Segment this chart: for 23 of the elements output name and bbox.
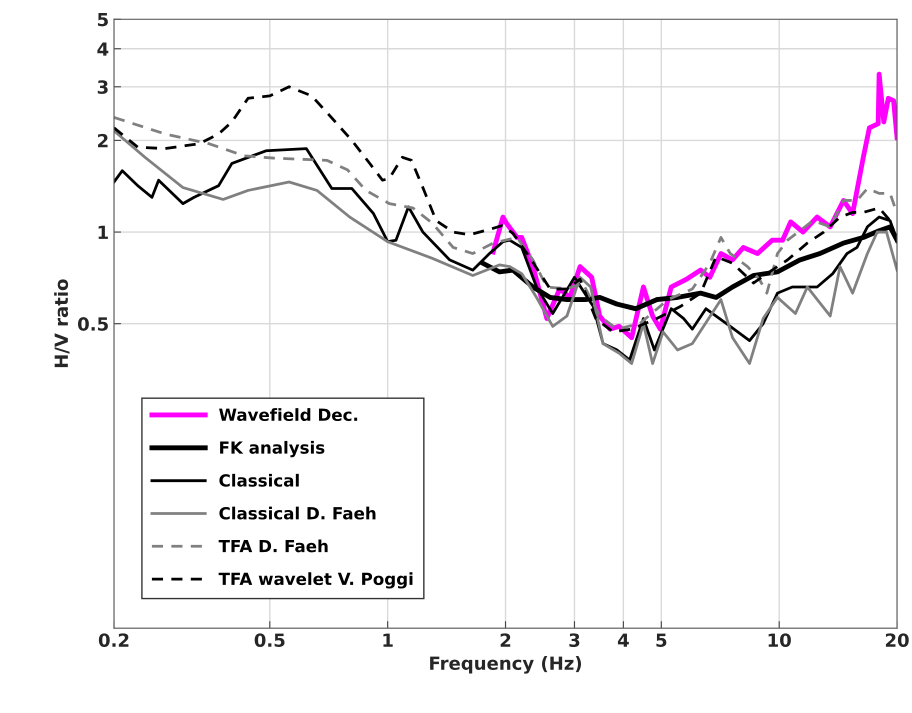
legend-label: TFA D. Faeh	[218, 539, 328, 552]
x-tick-label: 0.2	[98, 633, 128, 647]
y-tick-label: 2	[98, 134, 108, 148]
legend-label: TFA wavelet V. Poggi	[218, 572, 412, 589]
x-axis-title: Frequency (Hz)	[430, 656, 582, 674]
x-tick-label: 4	[618, 634, 629, 647]
y-tick-label: 4	[97, 42, 108, 56]
x-tick-label: 0.5	[254, 633, 285, 647]
legend-label: Wavefield Dec.	[219, 408, 358, 422]
legend-label: Classical	[219, 474, 299, 487]
y-tick-label: 1	[98, 226, 108, 239]
x-tick-label: 2	[500, 633, 510, 647]
legend-label: FK analysis	[220, 440, 324, 458]
x-tick-label: 1	[383, 634, 393, 647]
legend-label: Classical D. Faeh	[219, 506, 376, 520]
y-axis-title: H/V ratio	[54, 279, 70, 368]
x-tick-label: 3	[569, 633, 580, 647]
y-tick-label: 0.5	[78, 317, 108, 331]
y-tick-label: 5	[98, 12, 108, 26]
x-tick-label: 5	[656, 634, 666, 647]
x-tick-label: 10	[768, 633, 791, 647]
y-tick-label: 3	[98, 80, 108, 94]
x-tick-label: 20	[886, 633, 909, 647]
